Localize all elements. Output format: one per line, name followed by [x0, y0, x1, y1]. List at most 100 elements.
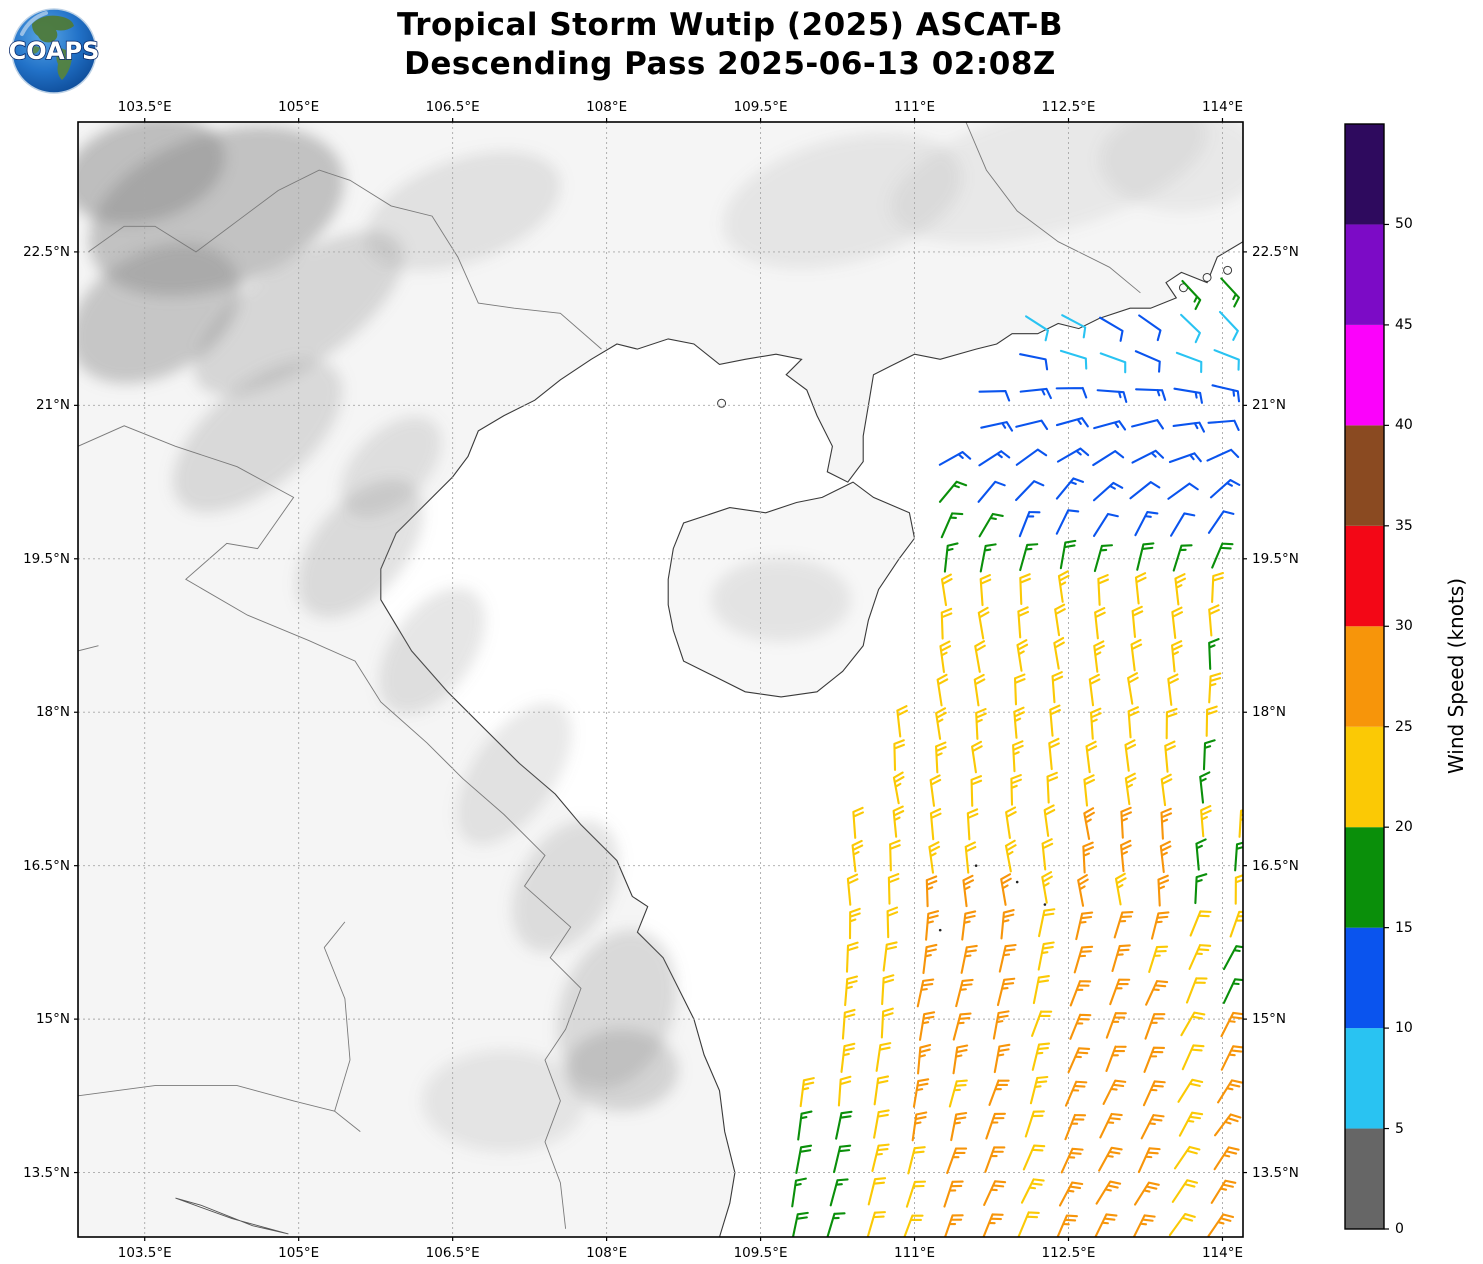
colorbar-segment — [1345, 1028, 1384, 1129]
wind-barb — [1017, 1211, 1040, 1237]
wind-barb — [1168, 1213, 1196, 1237]
wind-barb — [961, 910, 977, 941]
wind-barb — [1131, 419, 1164, 430]
colorbar — [1344, 123, 1389, 1230]
wind-barb — [1213, 349, 1240, 371]
wind-barb — [791, 1211, 809, 1237]
wind-barb — [892, 771, 905, 805]
country-border — [323, 921, 351, 1112]
hainan-terrain — [711, 557, 852, 642]
wind-barb — [1055, 509, 1080, 535]
wind-barb — [935, 707, 947, 740]
wind-barb — [1234, 840, 1243, 872]
wind-barb — [1089, 707, 1102, 740]
wind-barb — [1142, 1080, 1166, 1107]
colorbar-tick-label: 50 — [1395, 216, 1413, 233]
lat-tick-label-right: 13.5°N — [1252, 1164, 1299, 1181]
colorbar-frame — [1344, 123, 1385, 1230]
wind-barb — [1092, 450, 1125, 467]
wind-barb — [1099, 352, 1127, 374]
wind-barb — [1169, 512, 1196, 537]
wind-barb — [1013, 673, 1026, 706]
wind-barb — [875, 1042, 892, 1072]
wind-barb — [978, 512, 1004, 538]
wind-barb — [1019, 543, 1039, 572]
wind-barb — [1144, 1013, 1166, 1040]
lat-tick-label-left: 21°N — [35, 397, 70, 414]
lon-tick-label-bottom: 105°E — [278, 1245, 320, 1261]
wind-barb — [835, 1110, 853, 1140]
wind-barb — [1015, 419, 1049, 431]
wind-barb — [939, 640, 952, 674]
wind-barb — [960, 944, 978, 974]
colorbar-segment — [1345, 827, 1384, 928]
wind-barb — [1124, 772, 1137, 806]
wind-barb — [1016, 639, 1029, 672]
wind-barb — [1094, 607, 1106, 640]
wind-barb — [1157, 874, 1170, 907]
globe-icon: COAPS — [8, 8, 100, 94]
wind-barb — [981, 1213, 1004, 1237]
wind-barb — [1051, 671, 1064, 704]
wind-barb — [1127, 706, 1140, 739]
title-line-2: Descending Pass 2025-06-13 02:08Z — [404, 46, 1056, 82]
wind-barb — [1150, 911, 1170, 940]
wind-barb — [996, 977, 1016, 1007]
wind-barb — [1131, 605, 1144, 638]
wind-barb — [1171, 1179, 1199, 1203]
wind-barb — [1220, 1011, 1243, 1038]
wind-barb — [979, 574, 992, 607]
wind-barb — [1131, 449, 1165, 464]
wind-barb — [840, 1042, 856, 1073]
wind-barb — [1013, 706, 1025, 739]
wind-barb — [1069, 980, 1092, 1007]
wind-barb — [1207, 510, 1235, 534]
lon-tick-label-top: 114°E — [1201, 99, 1243, 115]
wind-barb — [1041, 871, 1053, 904]
country-border — [78, 645, 99, 652]
wind-barb — [1194, 873, 1208, 905]
wind-barb — [1073, 945, 1094, 974]
wind-barb — [1160, 807, 1173, 840]
wind-barb — [1092, 512, 1119, 538]
wind-barb — [1018, 510, 1041, 538]
wind-barb — [1120, 839, 1132, 873]
wind-barb — [1015, 480, 1045, 502]
wind-barb — [1199, 771, 1211, 804]
wind-barb — [1213, 1146, 1240, 1171]
lon-tick-label-bottom: 111°E — [894, 1245, 936, 1261]
wind-barb — [1038, 908, 1056, 938]
wind-barb — [791, 1177, 807, 1208]
coaps-logo: COAPS — [8, 4, 100, 96]
wind-barb — [889, 839, 901, 872]
colorbar-tick-label: 5 — [1395, 1120, 1404, 1137]
wind-barb — [1175, 351, 1203, 374]
wind-barb — [829, 1178, 849, 1207]
lat-tick-label-right: 15°N — [1252, 1011, 1287, 1028]
wind-barb — [848, 907, 861, 940]
wind-barb — [1093, 420, 1127, 431]
wind-barb — [1211, 542, 1234, 569]
wind-barb — [1075, 911, 1094, 941]
country-border — [78, 425, 582, 1229]
wind-barb — [1168, 452, 1202, 464]
wind-barb — [977, 480, 1006, 503]
lat-tick-label-left: 19.5°N — [23, 550, 70, 567]
plot-title: Tropical Storm Wutip (2025) ASCAT-B Desc… — [0, 6, 1460, 84]
wind-barb — [1093, 640, 1105, 673]
lat-tick-label-right: 21°N — [1252, 397, 1287, 414]
wind-barb — [1105, 1012, 1127, 1039]
wind-barb — [1005, 806, 1017, 840]
wind-barb — [917, 1043, 932, 1075]
wind-barb — [971, 740, 983, 774]
wind-barb — [1037, 941, 1055, 971]
wind-barb — [896, 705, 908, 738]
wind-barb — [929, 808, 942, 841]
lon-tick-label-bottom: 103.5°E — [117, 1245, 172, 1261]
colorbar-tick-label: 10 — [1395, 1020, 1413, 1037]
reef-dot — [1043, 903, 1047, 906]
wind-barb — [1180, 313, 1201, 344]
wind-barb — [1120, 806, 1132, 839]
